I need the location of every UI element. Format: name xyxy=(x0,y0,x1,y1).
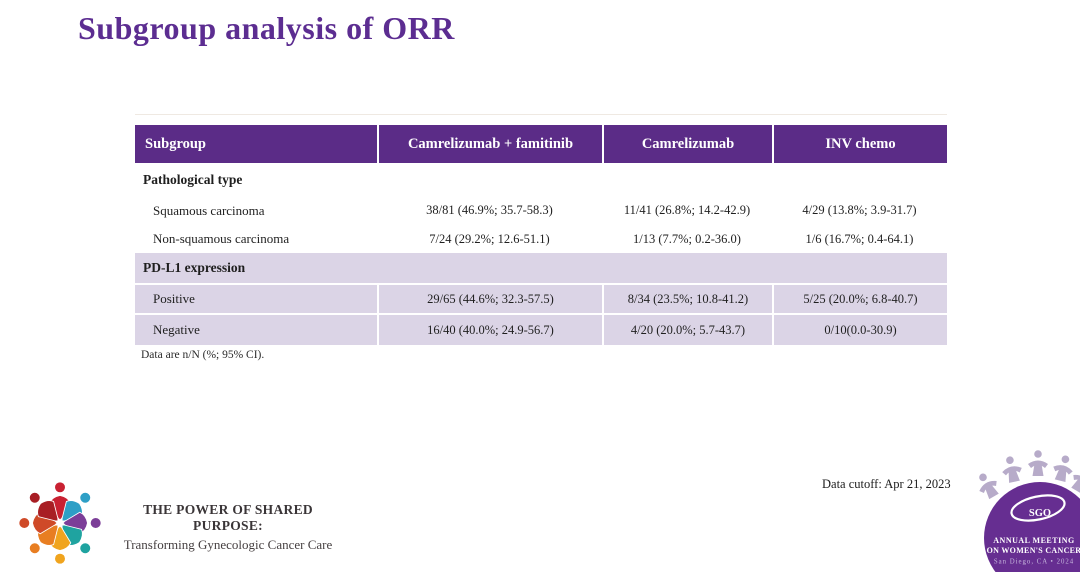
cell-value: 8/34 (23.5%; 10.8-41.2) xyxy=(602,285,772,313)
section-header-pathological-type: Pathological type xyxy=(135,163,947,196)
row-label: Negative xyxy=(135,315,377,345)
cell-value: 5/25 (20.0%; 6.8-40.7) xyxy=(772,285,947,313)
sgo-line2: ON WOMEN'S CANCER xyxy=(987,546,1080,555)
tagline-bold-text: THE POWER OF SHARED PURPOSE: xyxy=(143,502,313,533)
table-row-pdl1-positive: Positive 29/65 (44.6%; 32.3-57.5) 8/34 (… xyxy=(135,283,947,313)
table-footnote: Data are n/N (%; 95% CI). xyxy=(141,349,265,361)
row-label: Positive xyxy=(135,285,377,313)
data-cutoff-note: Data cutoff: Apr 21, 2023 xyxy=(822,477,951,491)
section-header-pdl1-expression: PD-L1 expression xyxy=(135,253,947,283)
sgo-line1: ANNUAL MEETING xyxy=(993,536,1074,545)
cell-value: 29/65 (44.6%; 32.3-57.5) xyxy=(377,285,602,313)
shared-purpose-pinwheel-icon xyxy=(19,482,101,564)
sgo-annual-meeting-logo: SGO ANNUAL MEETING ON WOMEN'S CANCER San… xyxy=(979,450,1080,572)
cell-value: 38/81 (46.9%; 35.7-58.3) xyxy=(426,203,553,217)
row-label: Squamous carcinoma xyxy=(153,202,265,218)
cell-value: 7/24 (29.2%; 12.6-51.1) xyxy=(429,231,550,246)
cell-value: 1/13 (7.7%; 0.2-36.0) xyxy=(633,231,741,246)
row-label: Non-squamous carcinoma xyxy=(153,231,290,246)
tagline-sub-text: Transforming Gynecologic Cancer Care xyxy=(123,537,333,552)
table-top-rule xyxy=(135,114,947,115)
footer-tagline: THE POWER OF SHARED PURPOSE: Transformin… xyxy=(112,502,344,553)
subgroup-table: Subgroup Camrelizumab + famitinib Camrel… xyxy=(135,125,947,345)
sgo-line3: San Diego, CA • 2024 xyxy=(994,559,1074,566)
col-header-inv-chemo: INV chemo xyxy=(772,125,947,163)
col-header-camrelizumab-famitinib: Camrelizumab + famitinib xyxy=(377,125,602,163)
cell-value: 4/29 (13.8%; 3.9-31.7) xyxy=(802,203,917,217)
footer-branding: THE POWER OF SHARED PURPOSE: Transformin… xyxy=(17,478,347,570)
table-row-squamous-carcinoma: Squamous carcinoma 38/81 (46.9%; 35.7-58… xyxy=(135,196,947,225)
cell-value: 0/10(0.0-30.9) xyxy=(772,315,947,345)
sgo-acronym: SGO xyxy=(1029,508,1051,519)
sgo-purple-circle xyxy=(984,482,1080,572)
table-row-pdl1-negative: Negative 16/40 (40.0%; 24.9-56.7) 4/20 (… xyxy=(135,313,947,345)
cell-value: 11/41 (26.8%; 14.2-42.9) xyxy=(623,203,751,217)
dancing-figures-icon xyxy=(979,450,1080,500)
table-header-row: Subgroup Camrelizumab + famitinib Camrel… xyxy=(135,125,947,163)
cell-value: 4/20 (20.0%; 5.7-43.7) xyxy=(602,315,772,345)
table-row-non-squamous-carcinoma: Non-squamous carcinoma 7/24 (29.2%; 12.6… xyxy=(135,225,947,253)
cell-value: 1/6 (16.7%; 0.4-64.1) xyxy=(805,231,914,246)
col-header-subgroup: Subgroup xyxy=(145,135,206,152)
slide-title: Subgroup analysis of ORR xyxy=(78,10,455,46)
col-header-camrelizumab: Camrelizumab xyxy=(602,125,772,163)
sgo-swoosh-icon xyxy=(1010,494,1066,522)
cell-value: 16/40 (40.0%; 24.9-56.7) xyxy=(377,315,602,345)
